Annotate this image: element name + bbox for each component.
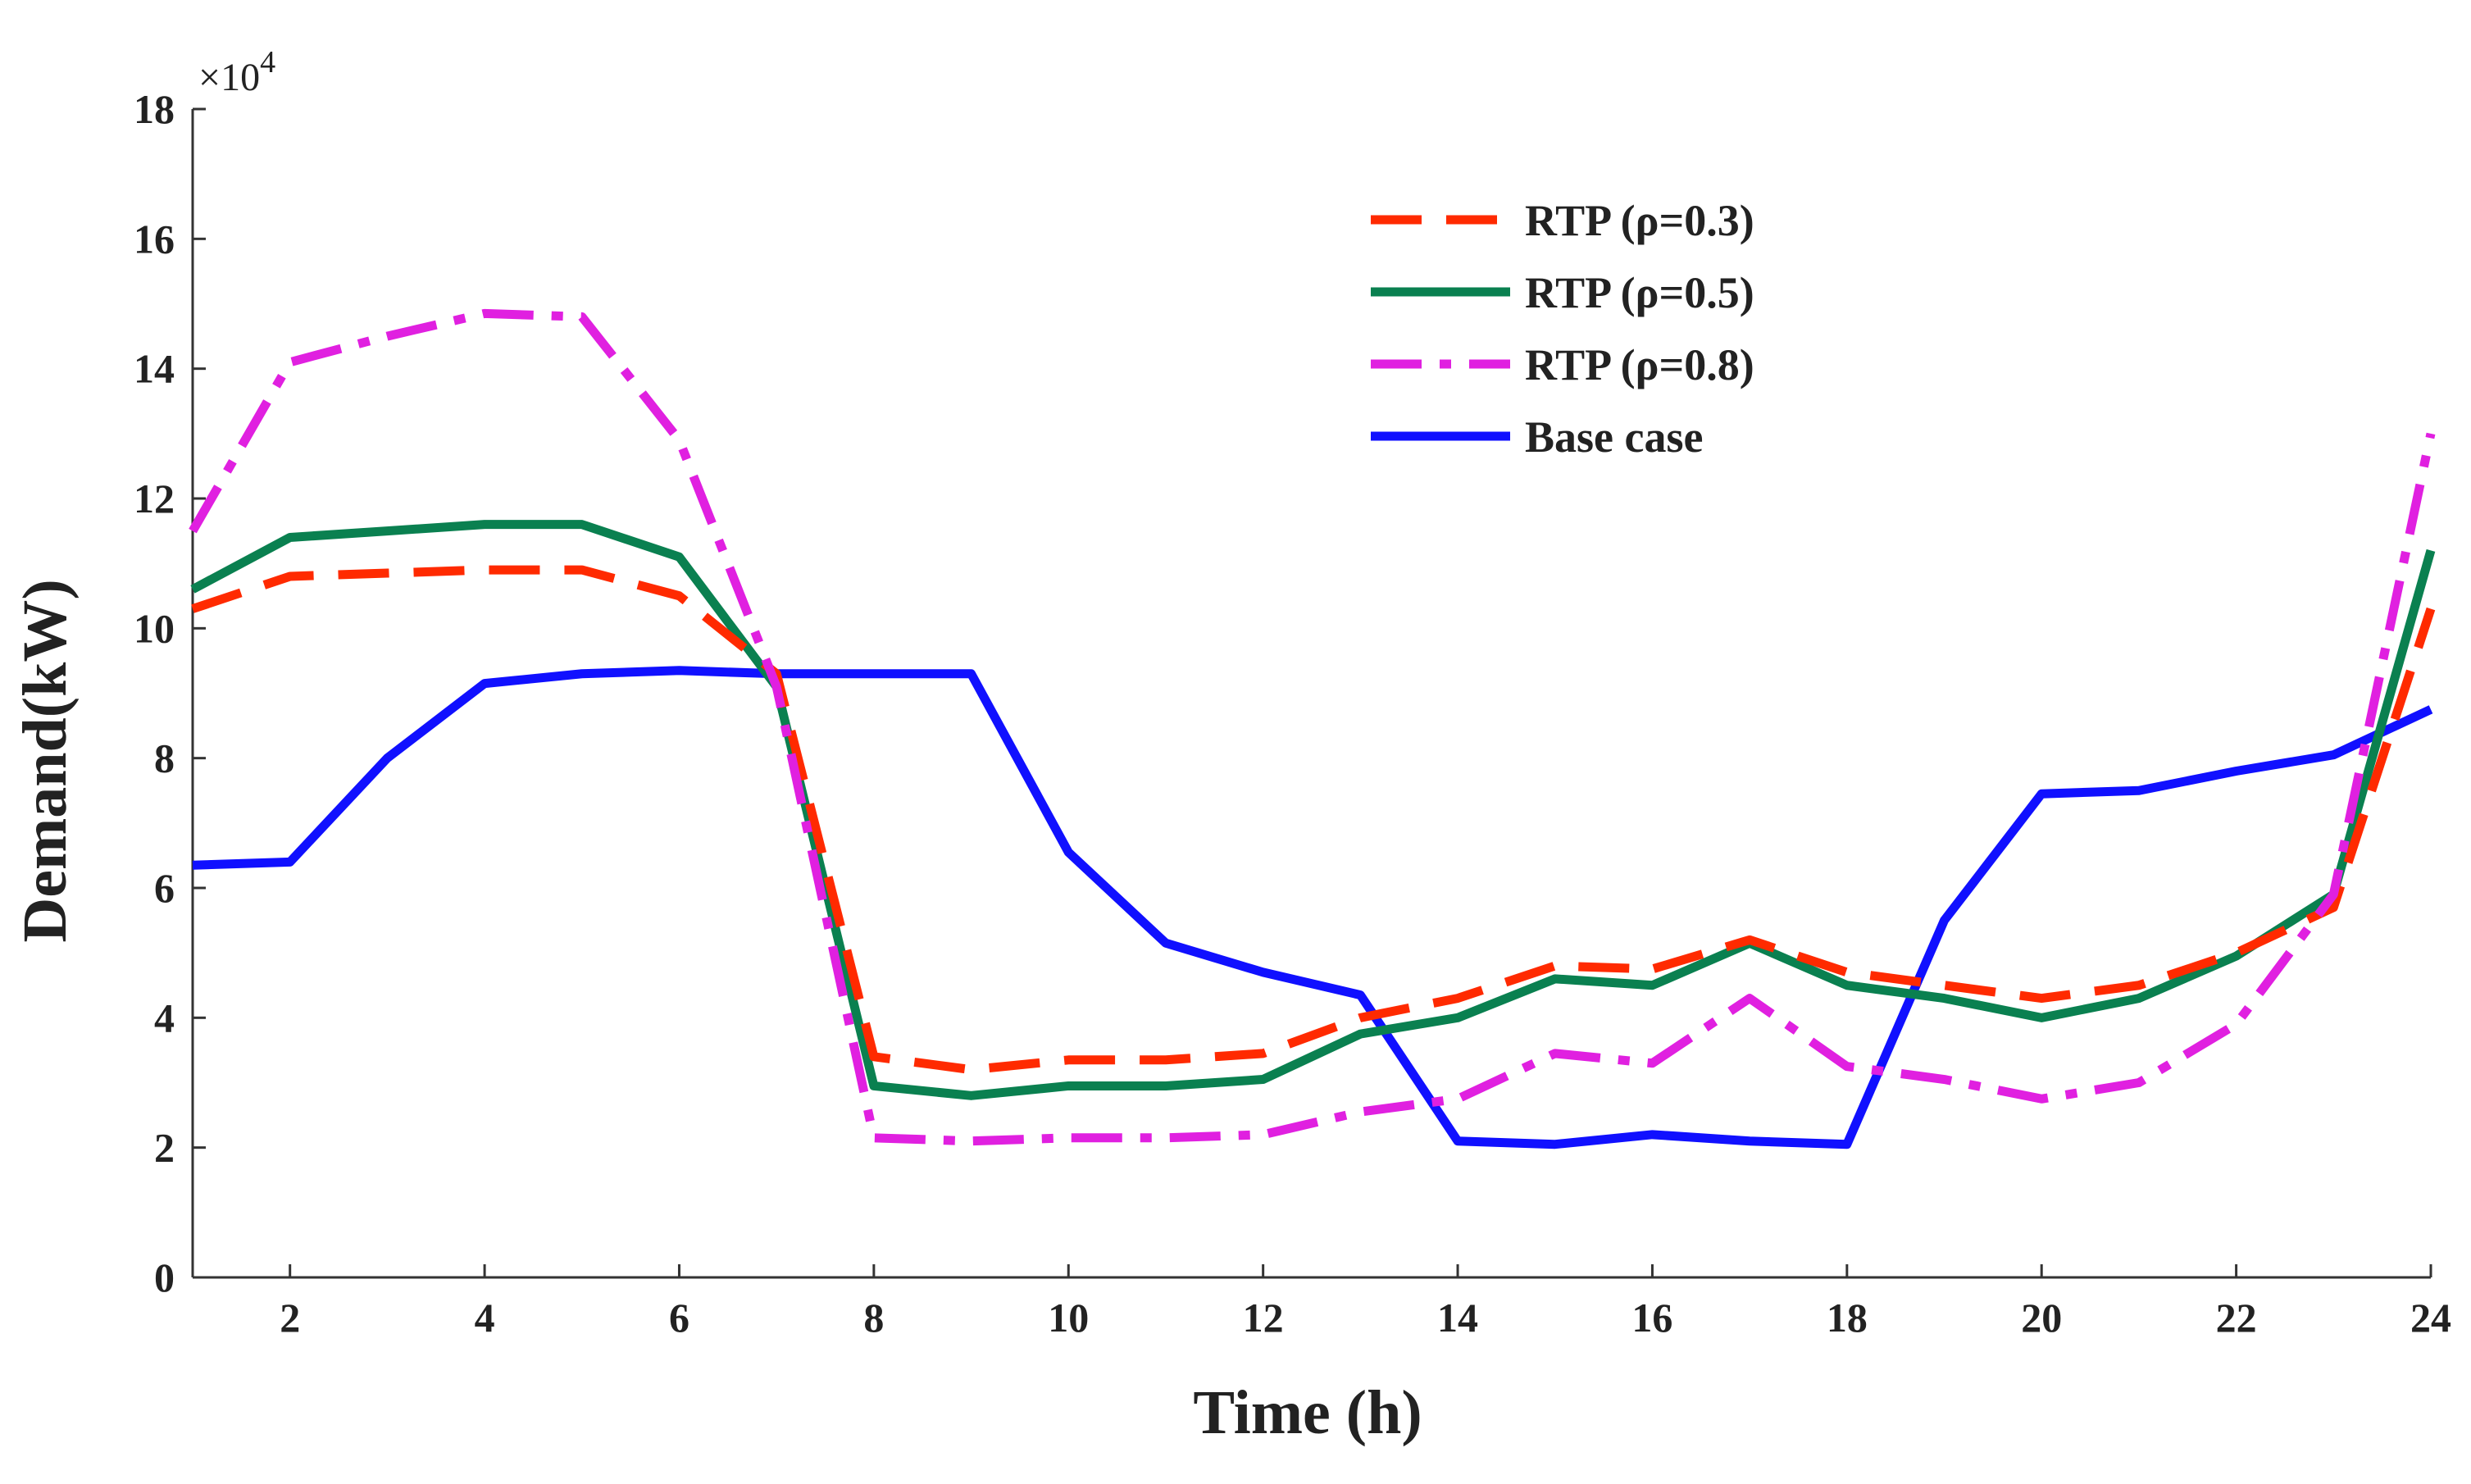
y-tick-label: 10 <box>134 605 175 651</box>
y-multiplier-base: ×10 <box>198 56 260 99</box>
series-line-3 <box>189 308 2436 1146</box>
x-tick-label: 18 <box>1827 1295 1868 1341</box>
y-tick-label: 8 <box>154 735 175 781</box>
y-tick-label: 4 <box>154 995 175 1040</box>
legend-label-4: Base case <box>1525 412 1703 462</box>
legend-label-3: RTP (ρ=0.8) <box>1525 340 1754 389</box>
legend-label-2: RTP (ρ=0.5) <box>1525 268 1754 317</box>
y-tick-label: 6 <box>154 865 175 911</box>
y-multiplier-exponent: 4 <box>260 45 275 80</box>
x-tick-label: 4 <box>475 1295 495 1341</box>
series-line-1 <box>191 565 2436 1075</box>
x-tick-label: 24 <box>2410 1295 2451 1341</box>
x-tick-label: 6 <box>669 1295 689 1341</box>
y-tick-label: 14 <box>134 346 175 392</box>
series-line-2 <box>190 520 2436 1100</box>
x-axis-label: Time (h) <box>1193 1378 1422 1447</box>
legend-label-1: RTP (ρ=0.3) <box>1525 196 1754 245</box>
series-line-4 <box>192 666 2433 1149</box>
y-tick-label: 0 <box>154 1254 175 1300</box>
x-tick-label: 12 <box>1243 1295 1284 1341</box>
x-tick-label: 22 <box>2216 1295 2257 1341</box>
y-axis-multiplier: ×104 <box>198 45 275 99</box>
labels-group: Demand(kW) Time (h) ×104 <box>11 45 1422 1447</box>
y-tick-label: 2 <box>154 1125 175 1171</box>
y-axis-label: Demand(kW) <box>11 579 80 942</box>
series-group <box>189 308 2436 1149</box>
x-tick-label: 10 <box>1048 1295 1089 1341</box>
y-tick-label: 16 <box>134 216 175 262</box>
y-tick-label: 12 <box>134 476 175 521</box>
x-tick-label: 14 <box>1437 1295 1478 1341</box>
x-tick-label: 16 <box>1631 1295 1672 1341</box>
x-tick-label: 20 <box>2021 1295 2062 1341</box>
x-tick-label: 8 <box>863 1295 884 1341</box>
x-tick-label: 2 <box>280 1295 300 1341</box>
y-tick-label: 18 <box>134 86 175 132</box>
legend: RTP (ρ=0.3) RTP (ρ=0.5) RTP (ρ=0.8) Base ca… <box>1371 196 1754 462</box>
